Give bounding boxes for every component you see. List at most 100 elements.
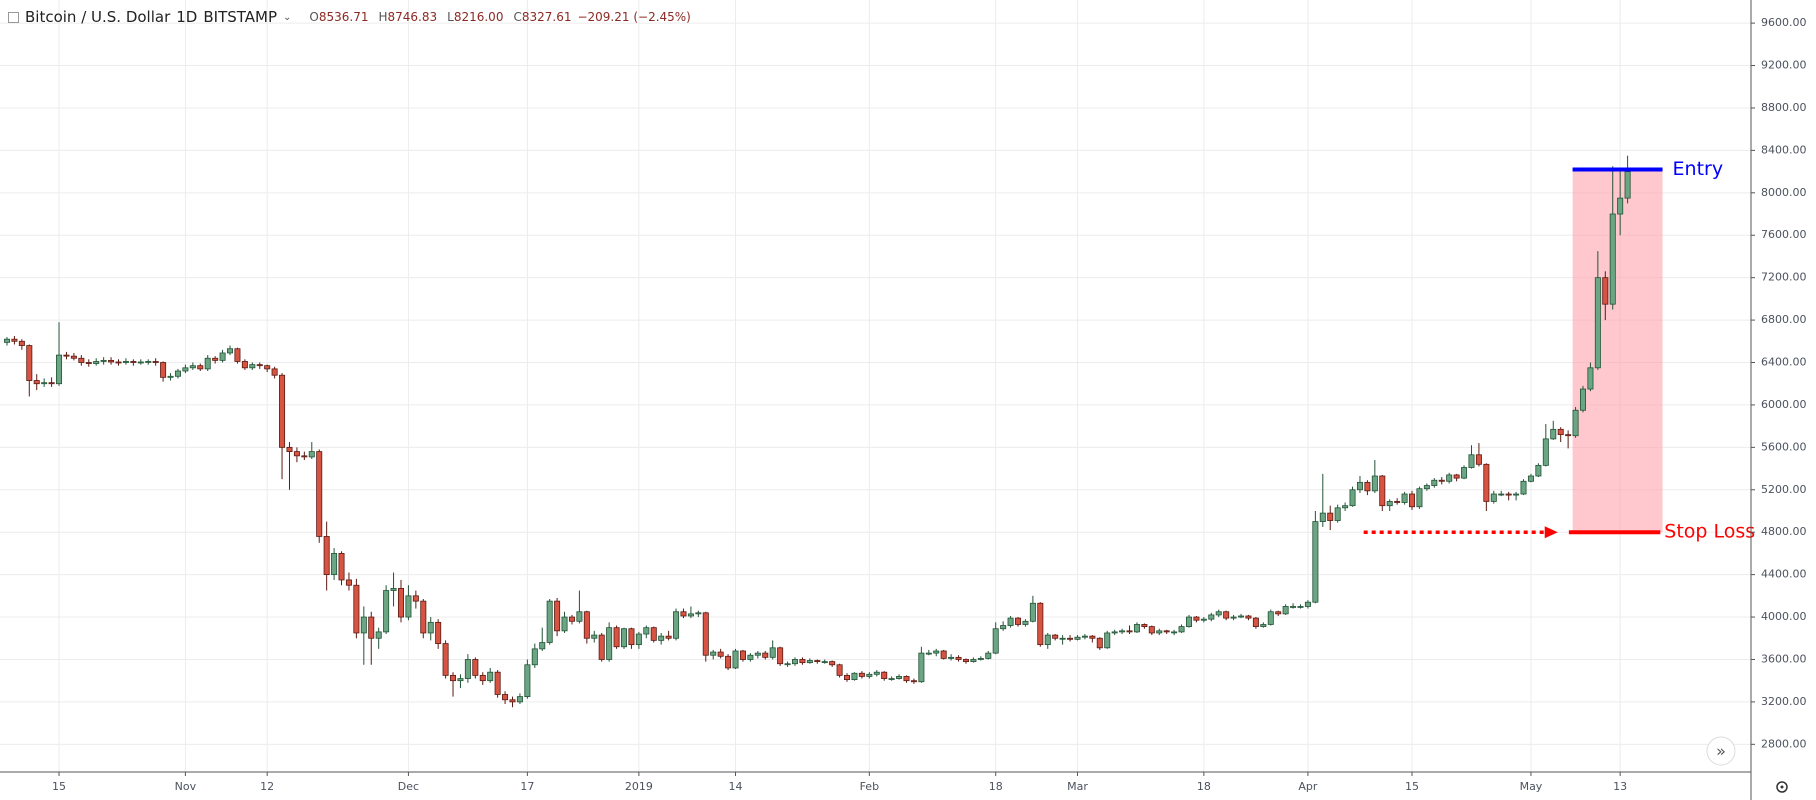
candle-body [1550, 428, 1557, 440]
candle-body [293, 451, 300, 457]
candle-body [896, 676, 903, 679]
candle-body [1349, 489, 1356, 507]
candle-body [1215, 611, 1222, 616]
candle-body [1542, 438, 1549, 466]
candle-body [167, 375, 174, 378]
candle-body [256, 364, 263, 367]
candle-body [204, 357, 211, 370]
candle-body [732, 650, 739, 669]
y-tick-label: 4000.00 [1761, 610, 1807, 623]
candle-body [130, 361, 137, 363]
candle-body [174, 370, 181, 377]
candle-body [925, 652, 932, 655]
x-tick-label: 18 [989, 780, 1003, 793]
candle-body [1252, 617, 1259, 627]
candle-body [1096, 637, 1103, 649]
y-tick-label: 3200.00 [1761, 695, 1807, 708]
candle-body [844, 674, 851, 681]
candle-body [695, 612, 702, 615]
candle-body [464, 659, 471, 679]
candle-body [1594, 277, 1601, 369]
candle-body [1022, 620, 1029, 625]
candle-body [1386, 501, 1393, 507]
candle-body [1438, 479, 1445, 482]
candle-body [650, 627, 657, 641]
candle-body [85, 362, 92, 364]
candle-body [531, 648, 538, 666]
candle-body [479, 674, 486, 682]
candle-body [762, 652, 769, 658]
candle-body [516, 696, 523, 703]
candle-body [412, 595, 419, 602]
candle-body [1513, 493, 1520, 496]
dropdown-caret[interactable]: ⌄ [283, 11, 292, 23]
y-tick-label: 7200.00 [1761, 271, 1807, 284]
x-tick-label: 18 [1197, 780, 1211, 793]
candle-body [635, 633, 642, 646]
candle-body [1223, 611, 1230, 619]
candle-body [1141, 624, 1148, 627]
candle-body [63, 354, 70, 357]
candle-body [323, 536, 330, 576]
interval[interactable]: 1D [176, 8, 198, 26]
candle-body [1468, 454, 1475, 468]
candle-body [836, 664, 843, 676]
y-tick-label: 4400.00 [1761, 568, 1807, 581]
candle-body [1081, 635, 1088, 638]
candle-body [1126, 630, 1133, 633]
candle-body [1394, 501, 1401, 503]
candle-body [1297, 606, 1304, 608]
candle-body [100, 359, 107, 362]
candle-body [383, 590, 390, 633]
candle-body [472, 659, 479, 676]
candle-body [933, 650, 940, 654]
candle-body [791, 659, 798, 665]
exchange[interactable]: BITSTAMP [203, 8, 278, 26]
y-tick-label: 8000.00 [1761, 186, 1807, 199]
candle-body [1572, 409, 1579, 437]
candle-body [316, 451, 323, 537]
collapse-button[interactable] [8, 11, 19, 23]
candle-body [241, 361, 248, 369]
candle-body [1409, 493, 1416, 508]
candle-body [390, 588, 397, 591]
candle-body [858, 672, 865, 677]
candle-body [568, 616, 575, 622]
x-tick-label: May [1520, 780, 1543, 793]
candle-body [1111, 631, 1118, 634]
candle-body [1527, 475, 1534, 482]
candle-body [450, 674, 457, 682]
candle-body [11, 338, 18, 342]
candle-body [955, 656, 962, 660]
candle-body [546, 600, 553, 643]
settings-button[interactable] [1776, 781, 1788, 793]
y-tick-label: 2800.00 [1761, 737, 1807, 750]
trade-zone [1572, 169, 1663, 533]
svg-text:»: » [1716, 742, 1726, 761]
candle-body [539, 642, 546, 650]
candle-body [948, 656, 955, 659]
candle-body [1171, 631, 1178, 634]
candle-body [1044, 634, 1051, 646]
candle-body [524, 664, 531, 697]
candle-body [1230, 616, 1237, 619]
x-tick-label: Feb [860, 780, 879, 793]
candle-body [1461, 467, 1468, 479]
level-label: Stop Loss [1664, 521, 1755, 543]
candle-body [1498, 493, 1505, 496]
candle-body [1059, 637, 1066, 640]
candle-body [1029, 602, 1036, 622]
scroll-button[interactable]: » [1706, 736, 1736, 766]
symbol[interactable]: Bitcoin / U.S. Dollar [25, 8, 171, 26]
candle-body [1015, 617, 1022, 625]
candle-body [93, 361, 100, 364]
candle-body [227, 348, 234, 354]
candle-body [554, 600, 561, 632]
candle-body [1520, 480, 1527, 495]
candle-body [1505, 493, 1512, 496]
candle-body [1602, 277, 1609, 305]
x-tick-label: Apr [1298, 780, 1318, 793]
x-tick-label: Nov [175, 780, 197, 793]
change-value: −209.21 (−2.45%) [577, 10, 691, 24]
candle-body [591, 634, 598, 639]
